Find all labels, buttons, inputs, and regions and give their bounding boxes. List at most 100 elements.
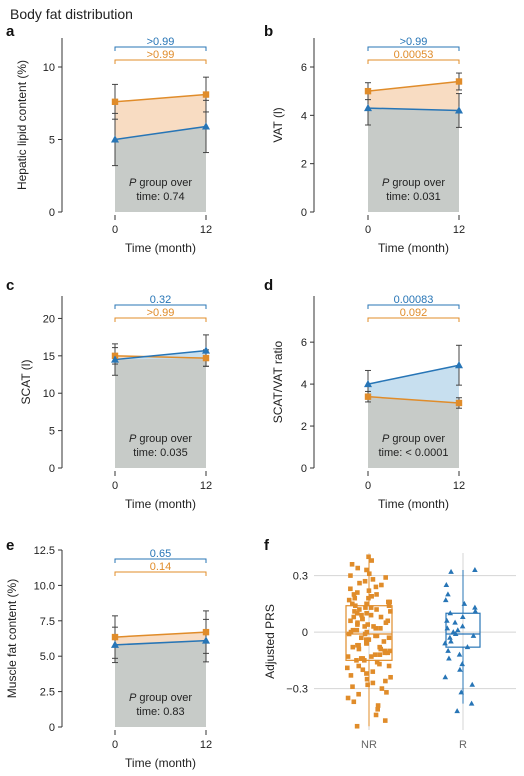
panel-c-r-line: [114, 349, 207, 361]
panel-f-nr-point: [352, 609, 357, 614]
panel-f-nr-point: [364, 671, 369, 676]
panel-f-nr-point: [346, 631, 352, 637]
panel-d-overlap-area: [368, 396, 459, 468]
panel-e-nr-marker: [111, 633, 119, 641]
panel-e-note-line2: time: 0.83: [136, 706, 184, 718]
panel-c-ytick-label: 10: [43, 388, 55, 400]
panel-f-nr-point: [382, 650, 388, 656]
panel-d-note-line2: time: < 0.0001: [378, 447, 448, 459]
panel-d-letter: d: [264, 277, 273, 294]
panel-f-nr-point: [382, 718, 388, 723]
panel-b-note-line1: P group over: [382, 177, 445, 189]
panel-c-ytick-label: 15: [43, 351, 55, 363]
panel-f-r-point: [457, 666, 463, 672]
panel-c-pvalue-nr: >0.99: [147, 307, 175, 319]
panel-f-nr-point: [353, 603, 358, 609]
panel-f-r-point: [472, 566, 478, 572]
panel-f-r-point: [469, 681, 476, 687]
panel-e-pvalue-r: 0.65: [150, 548, 171, 560]
panel-c-xtick-label: 12: [200, 480, 212, 492]
panel-f-nr-point: [379, 582, 384, 588]
panel-f-nr-point: [372, 652, 378, 657]
panel-f-nr-point: [386, 603, 392, 609]
panel-a-note-line2: time: 0.74: [136, 191, 184, 203]
panel-f-nr-point: [364, 676, 370, 682]
panel-f-r-point: [444, 617, 450, 623]
panel-c-note-line1: P group over: [129, 433, 192, 445]
panel-f-nr-point: [378, 646, 384, 652]
panel-e-nr-line: [114, 631, 207, 638]
panel-c-xlabel: Time (month): [125, 497, 196, 511]
panel-b-ytick-label: 6: [301, 62, 307, 74]
panel-f-nr-point: [377, 652, 383, 657]
panel-f-nr-point: [366, 595, 371, 601]
panel-f-nr-point: [354, 723, 360, 729]
panel-f-nr-point: [362, 578, 368, 584]
panel-f-nr-point: [373, 584, 379, 590]
panel-f-nr-point: [369, 654, 374, 659]
panel-f-nr-point: [349, 561, 355, 567]
panel-c-nr-marker: [202, 354, 210, 362]
panel-b-xtick-label: 0: [365, 224, 371, 236]
panel-f-nr-point: [384, 690, 389, 695]
panel-f-nr-point: [354, 658, 359, 663]
panel-e-r-marker: [202, 636, 210, 644]
panel-c-ytick-label: 5: [49, 426, 55, 438]
panel-a-xtick-label: 12: [200, 224, 212, 236]
panel-f-nr-point: [350, 601, 355, 607]
panel-b-ytick-label: 0: [301, 207, 307, 219]
panel-f-nr-point: [366, 571, 372, 577]
panel-b-pvalue-nr: 0.00053: [394, 49, 434, 61]
panel-f-r-point: [448, 568, 454, 574]
panel-e-ytick-label: 2.5: [40, 687, 55, 699]
panel-f-nr-point: [363, 605, 368, 610]
panel-f-nr-point: [373, 633, 378, 639]
panel-a-nr-marker: [202, 91, 210, 98]
panel-a-xtick-label: 0: [112, 224, 118, 236]
panel-f-nr-point: [365, 622, 371, 627]
panel-c-letter: c: [6, 277, 14, 294]
panel-f-nr-point: [351, 614, 357, 620]
panel-f-nr-point: [357, 580, 362, 586]
panel-f-category-label: R: [459, 739, 467, 751]
panel-f-nr-point: [377, 661, 382, 667]
panel-f-nr-point: [364, 641, 369, 646]
panel-f-nr-point: [345, 665, 350, 671]
panel-f-r-point: [458, 689, 465, 695]
panel-f-nr-point: [351, 592, 357, 597]
panel-f-r-point: [468, 700, 475, 706]
panel-f-nr-point: [351, 699, 357, 705]
panel-f-r-point: [442, 640, 448, 646]
panel-f-r-point: [447, 610, 454, 616]
panel-a-bracket-nr: [114, 59, 207, 64]
panel-f-nr-point: [346, 597, 352, 603]
panel-f-r-point: [456, 651, 463, 657]
panel-a-nr-line: [114, 93, 207, 103]
panel-c-nr-line: [114, 355, 207, 359]
panel-f-nr-point: [370, 577, 376, 582]
panel-f-r-point: [447, 634, 453, 640]
panel-f-category-label: NR: [361, 739, 377, 751]
panel-b-pvalue-r: >0.99: [400, 36, 428, 48]
panel-f-nr-point: [348, 618, 353, 624]
panel-d-xtick-label: 0: [365, 480, 371, 492]
panel-f-nr-point: [348, 673, 354, 678]
panel-e-r-line: [114, 639, 207, 646]
panel-d-xtick-label: 12: [453, 480, 465, 492]
panel-c-xtick-label: 0: [112, 480, 118, 492]
panel-d-bracket-r: [367, 304, 460, 309]
panel-f-nr-point: [379, 686, 385, 691]
panel-f-r-point: [442, 597, 449, 603]
panel-e-xtick-label: 12: [200, 739, 212, 751]
panel-f-nr-point: [355, 565, 361, 571]
panel-e-ytick-label: 0: [49, 722, 55, 734]
panel-f-nr-point: [345, 695, 351, 701]
panel-b-letter: b: [264, 23, 273, 40]
panel-d-ytick-label: 4: [301, 379, 307, 391]
panel-c-bracket-r: [114, 304, 207, 309]
panel-f-nr-point: [375, 706, 380, 712]
panel-f-ytick-label: 0.3: [293, 571, 308, 583]
panel-e-nr-marker: [202, 628, 210, 636]
panel-f-ytick-label: 0: [302, 627, 308, 639]
panel-f-r-point: [459, 614, 466, 620]
